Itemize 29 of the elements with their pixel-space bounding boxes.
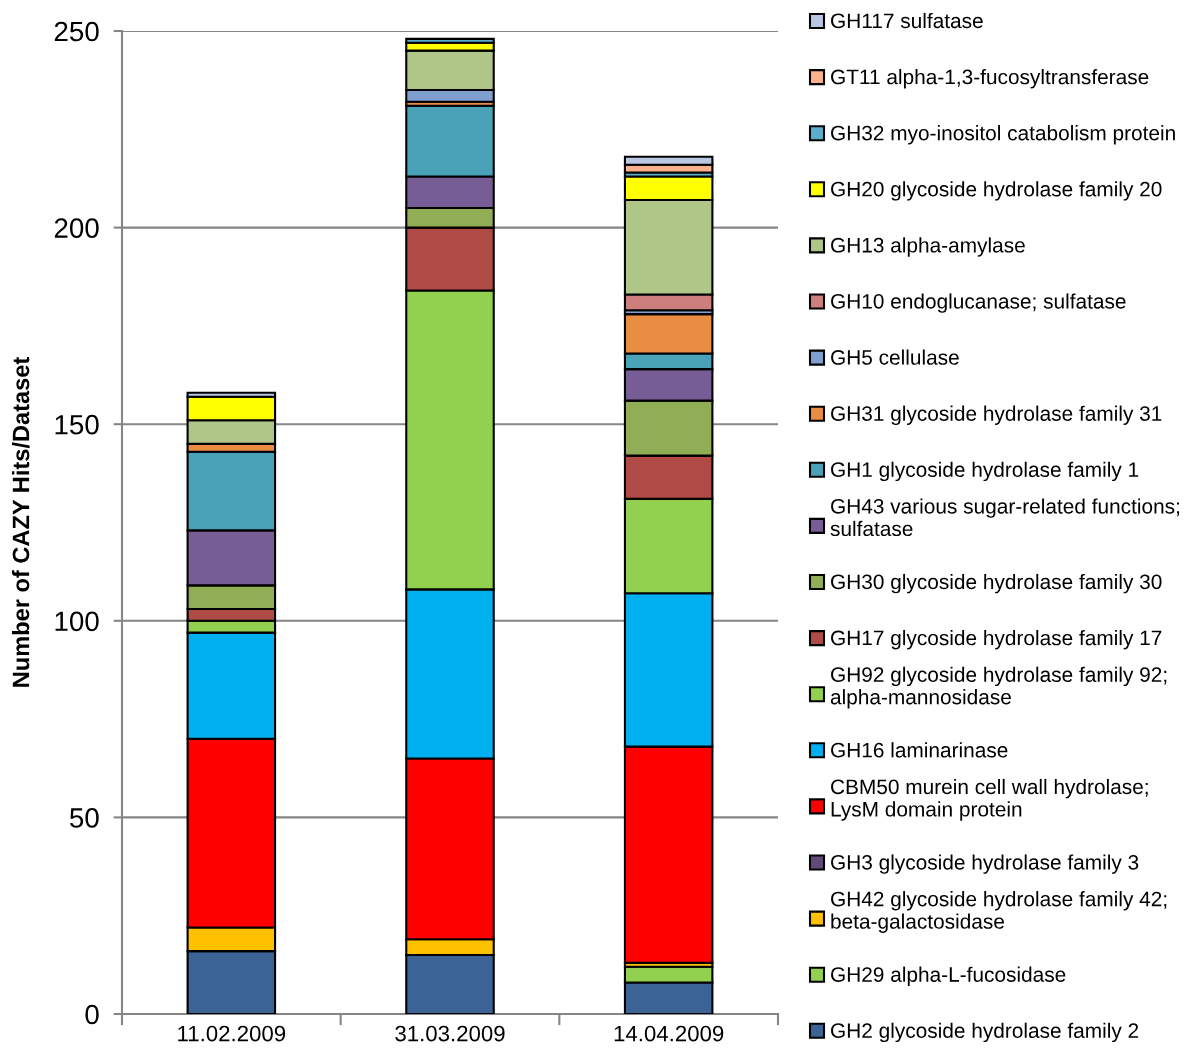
y-tick-label: 200 — [54, 218, 99, 238]
legend-label: GH30 glycoside hydrolase family 30 — [831, 573, 1162, 594]
legend-label: GH29 alpha-L-fucosidase — [831, 966, 1066, 987]
y-axis-title: Number of CAZY Hits/Dataset — [11, 357, 30, 687]
legend-label: GT11 alpha-1,3-fucosyltransferase — [831, 69, 1149, 89]
y-tick-label: 50 — [69, 808, 99, 828]
x-tick-label: 14.04.2009 — [614, 1025, 724, 1042]
y-tick-label: 100 — [55, 611, 99, 632]
legend-label: GH117 sulfatase — [831, 12, 983, 29]
y-tick-label: 250 — [54, 21, 99, 42]
legend-label: GH10 endoglucanase; sulfatase — [831, 293, 1126, 313]
legend-label: GH43 various sugar-related functions; sulfatase — [830, 498, 1179, 537]
legend-label: GH3 glycoside hydrolase family 3 — [831, 854, 1139, 874]
legend-label: GH5 cellulase — [831, 349, 959, 365]
legend-label: GH16 laminarinase — [831, 742, 1008, 758]
legend-label: GH13 alpha-amylase — [831, 237, 1025, 257]
legend-label: GH1 glycoside hydrolase family 1 — [831, 461, 1139, 482]
x-tick-label: 31.03.2009 — [395, 1025, 505, 1042]
legend-label: GH42 glycoside hydrolase family 42; beta-galactosidase — [831, 891, 1167, 933]
legend-label: GH92 glycoside hydrolase family 92; alpha-mannosidase — [830, 666, 1167, 709]
legend-label: CBM50 murein cell wall hydrolase; LysM domain protein — [831, 778, 1148, 821]
y-tick-label: 0 — [85, 1004, 99, 1025]
legend-label: GH2 glycoside hydrolase family 2 — [831, 1022, 1139, 1043]
legend-label: GH20 glycoside hydrolase family 20 — [831, 181, 1162, 201]
legend-label: GH32 myo-inositol catabolism protein — [831, 125, 1175, 145]
y-tick-label: 150 — [55, 414, 99, 435]
legend-label: GH31 glycoside hydrolase family 31 — [831, 405, 1162, 426]
x-tick-label: 11.02.2009 — [178, 1025, 286, 1042]
legend-label: GH17 glycoside hydrolase family 17 — [831, 630, 1162, 650]
